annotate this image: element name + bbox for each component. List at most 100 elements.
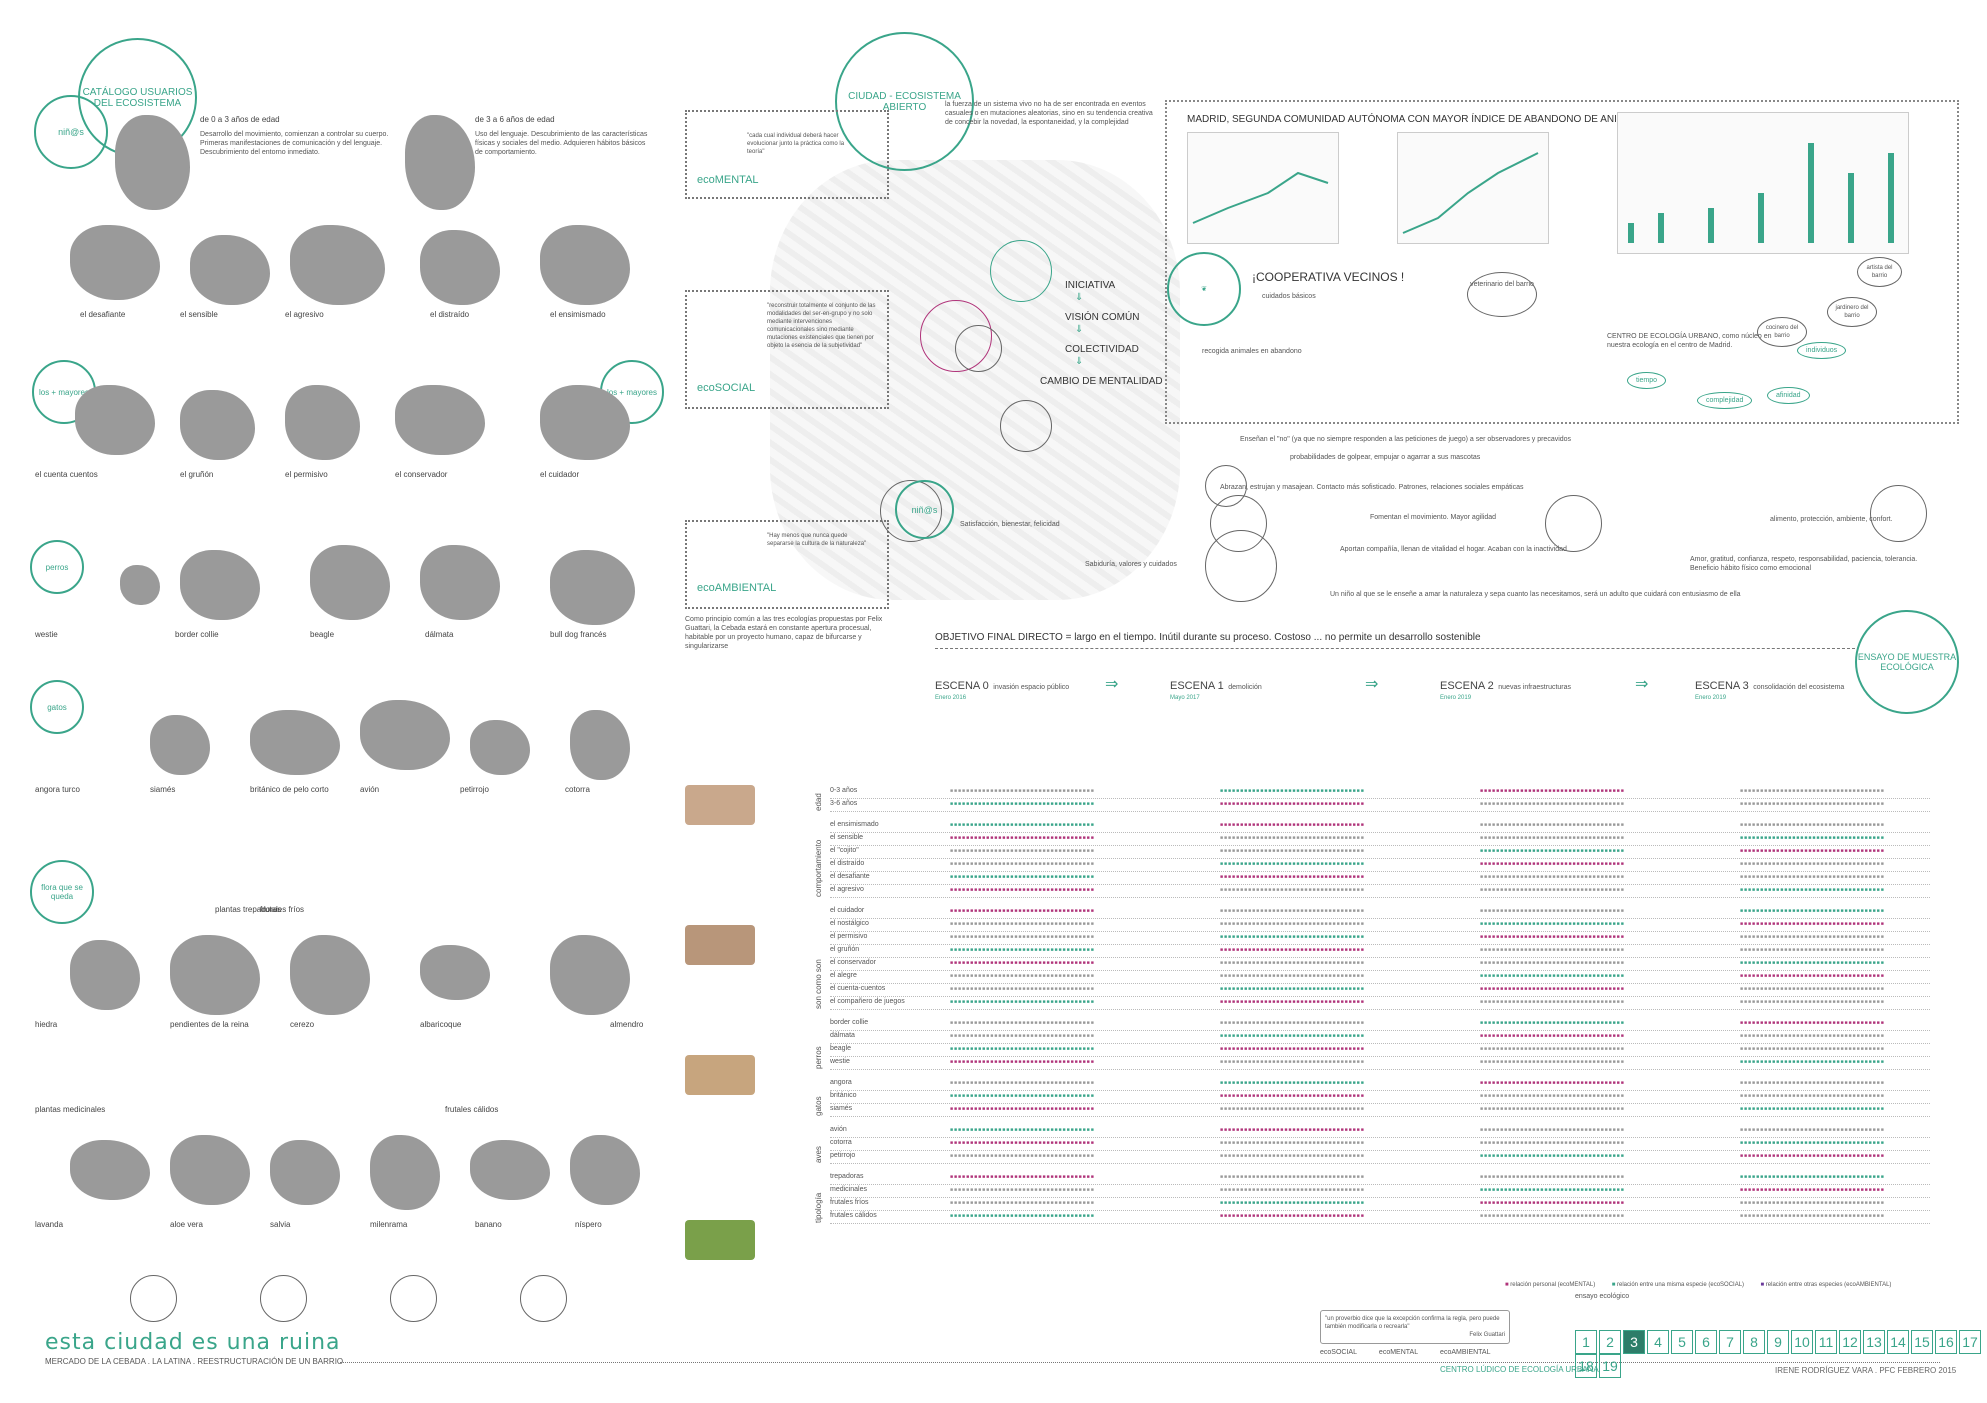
- matrix-row-label: angora: [830, 1079, 852, 1086]
- proverb-box: "un proverbio dice que la excepción conf…: [1320, 1310, 1510, 1344]
- matrix-cell-dots: ■■■■■■■■■■■■■■■■■■■■■■■■■■■■■■■■■■■■: [1740, 1046, 1885, 1052]
- matrix-cell-dots: ■■■■■■■■■■■■■■■■■■■■■■■■■■■■■■■■■■■■: [1480, 934, 1625, 940]
- flow-arrow-2: ⇓: [1075, 324, 1084, 335]
- matrix-row: border collie ■■■■■■■■■■■■■■■■■■■■■■■■■■■…: [830, 1017, 1930, 1031]
- matrix-row-label: 3-6 años: [830, 800, 858, 807]
- age-3-6-text: Uso del lenguaje. Descubrimiento de las …: [475, 131, 648, 156]
- dog-label-3: beagle: [310, 630, 335, 639]
- scene-number-box[interactable]: 7: [1719, 1330, 1741, 1354]
- matrix-row-label: británico: [830, 1092, 857, 1099]
- matrix-row-label: trepadoras: [830, 1173, 864, 1180]
- scene-number-box[interactable]: 14: [1887, 1330, 1909, 1354]
- tag-individuos: individuos: [1797, 342, 1847, 359]
- matrix-group-label: aves: [814, 1146, 823, 1163]
- relation-circle-3: [1545, 495, 1602, 552]
- matrix-cell-dots: ■■■■■■■■■■■■■■■■■■■■■■■■■■■■■■■■■■■■: [1740, 908, 1885, 914]
- scene-number-box[interactable]: 11: [1815, 1330, 1837, 1354]
- elders-row: el cuenta cuentos el gruñón el permisivo…: [30, 385, 660, 525]
- scene-number-box[interactable]: 4: [1647, 1330, 1669, 1354]
- warm-label-2: níspero: [575, 1220, 602, 1229]
- gardener-bubble: jardinero del barrio: [1827, 297, 1877, 327]
- cat-label-3: británico de pelo corto: [250, 785, 329, 794]
- ecologies-text: Como principio común a las tres ecología…: [685, 616, 883, 650]
- coop-item-2: recogida animales en abandono: [1202, 348, 1302, 355]
- scene-number-box[interactable]: 13: [1863, 1330, 1885, 1354]
- poster-title: esta ciudad es una ruina: [45, 1330, 341, 1355]
- legend: ■ relación personal (ecoMENTAL) ■ relaci…: [1505, 1273, 1945, 1291]
- legend-ambiental: ■ relación entre otras especies (ecoAMBI…: [1761, 1282, 1892, 1288]
- kid-label-2: el sensible: [180, 310, 218, 319]
- dog-photo-1: [120, 565, 160, 605]
- eco-tab-social[interactable]: ecoSOCIAL: [1320, 1349, 1357, 1356]
- scene-number-box[interactable]: 10: [1791, 1330, 1813, 1354]
- scene-number-box[interactable]: 3: [1623, 1330, 1645, 1354]
- matrix-cell-dots: ■■■■■■■■■■■■■■■■■■■■■■■■■■■■■■■■■■■■: [1220, 822, 1365, 828]
- scene-number-box[interactable]: 2: [1599, 1330, 1621, 1354]
- radar-row: [130, 1275, 650, 1325]
- relations-section: Enseñan el "no" (ya que no siempre respo…: [1000, 435, 1950, 610]
- matrix-row-label: avión: [830, 1126, 847, 1133]
- matrix-cell-dots: ■■■■■■■■■■■■■■■■■■■■■■■■■■■■■■■■■■■■: [950, 1020, 1095, 1026]
- scene-number-box[interactable]: 17: [1959, 1330, 1981, 1354]
- matrix-cell-dots: ■■■■■■■■■■■■■■■■■■■■■■■■■■■■■■■■■■■■: [1220, 1020, 1365, 1026]
- matrix-cell-dots: ■■■■■■■■■■■■■■■■■■■■■■■■■■■■■■■■■■■■: [1740, 1187, 1885, 1193]
- dog-label-4: dálmata: [425, 630, 454, 639]
- scene-number-box[interactable]: 18: [1575, 1354, 1597, 1378]
- matrix-row-label: frutales cálidos: [830, 1212, 877, 1219]
- elder-photo-5: [540, 385, 630, 460]
- wisdom-text: Sabiduría, valores y cuidados: [1085, 561, 1177, 568]
- map-circle-2: [955, 325, 1002, 372]
- scene-number-box[interactable]: 16: [1935, 1330, 1957, 1354]
- objective-text: OBJETIVO FINAL DIRECTO = largo en el tie…: [935, 632, 1481, 643]
- matrix-row-label: el sensible: [830, 834, 864, 841]
- scene-3-title: ESCENA 3: [1695, 680, 1749, 692]
- ecomental-label: ecoMENTAL: [697, 174, 759, 186]
- matrix-row-label: el distraído: [830, 860, 865, 867]
- plant-label-3: cerezo: [290, 1020, 315, 1029]
- matrix-cell-dots: ■■■■■■■■■■■■■■■■■■■■■■■■■■■■■■■■■■■■: [1220, 973, 1365, 979]
- matrix-cell-dots: ■■■■■■■■■■■■■■■■■■■■■■■■■■■■■■■■■■■■: [1220, 1140, 1365, 1146]
- flora-stamp: flora que se queda: [30, 860, 94, 924]
- scene-number-box[interactable]: 6: [1695, 1330, 1717, 1354]
- dog-photo-3: [310, 545, 390, 620]
- matrix-cell-dots: ■■■■■■■■■■■■■■■■■■■■■■■■■■■■■■■■■■■■: [1480, 1187, 1625, 1193]
- scene-number-box[interactable]: 1: [1575, 1330, 1597, 1354]
- flow-step-1: INICIATIVA: [1065, 280, 1116, 291]
- scene-number-box[interactable]: 19: [1599, 1354, 1621, 1378]
- plants-climbers-title: plantas trepadoras: [215, 905, 282, 914]
- matrix-row: el "cojito" ■■■■■■■■■■■■■■■■■■■■■■■■■■■■■…: [830, 845, 1930, 859]
- eco-tab-mental[interactable]: ecoMENTAL: [1378, 1349, 1419, 1356]
- matrix-cell-dots: ■■■■■■■■■■■■■■■■■■■■■■■■■■■■■■■■■■■■: [1220, 1187, 1365, 1193]
- kid-label-4: el distraído: [430, 310, 470, 319]
- med-label-1: lavanda: [35, 1220, 64, 1229]
- matrix-cell-dots: ■■■■■■■■■■■■■■■■■■■■■■■■■■■■■■■■■■■■: [1480, 1213, 1625, 1219]
- matrix-cell-dots: ■■■■■■■■■■■■■■■■■■■■■■■■■■■■■■■■■■■■: [1220, 934, 1365, 940]
- scene-number-box[interactable]: 9: [1767, 1330, 1789, 1354]
- matrix-cell-dots: ■■■■■■■■■■■■■■■■■■■■■■■■■■■■■■■■■■■■: [1220, 986, 1365, 992]
- scene-3-sub: consolidación del ecosistema: [1753, 684, 1845, 691]
- matrix-row-label: el nostálgico: [830, 920, 869, 927]
- matrix-cell-dots: ■■■■■■■■■■■■■■■■■■■■■■■■■■■■■■■■■■■■: [1220, 960, 1365, 966]
- kid-label-3: el agresivo: [285, 310, 324, 319]
- matrix-row-label: el permisivo: [830, 933, 868, 940]
- center-footer: CENTRO LÚDICO DE ECOLOGÍA URBANA: [1440, 1365, 1599, 1374]
- eco-tabs: ecoSOCIAL ecoMENTAL ecoAMBIENTAL: [1320, 1348, 1491, 1357]
- scene-number-box[interactable]: 15: [1911, 1330, 1933, 1354]
- scene-number-box[interactable]: 5: [1671, 1330, 1693, 1354]
- matrix-cell-dots: ■■■■■■■■■■■■■■■■■■■■■■■■■■■■■■■■■■■■: [1480, 874, 1625, 880]
- top-quote: la fuerza de un sistema vivo no ha de se…: [945, 101, 1153, 126]
- scene-1-title: ESCENA 1: [1170, 680, 1224, 692]
- matrix-cell-dots: ■■■■■■■■■■■■■■■■■■■■■■■■■■■■■■■■■■■■: [1480, 835, 1625, 841]
- med-photo-1: [70, 1140, 150, 1200]
- bird-label-2: petirrojo: [460, 785, 489, 794]
- legend-social-text: relación entre una misma especie (ecoSOC…: [1616, 1282, 1745, 1288]
- matrix-cell-dots: ■■■■■■■■■■■■■■■■■■■■■■■■■■■■■■■■■■■■: [1740, 848, 1885, 854]
- scene-number-box[interactable]: 12: [1839, 1330, 1861, 1354]
- tag-afinidad: afinidad: [1767, 387, 1810, 404]
- poster-subtitle: MERCADO DE LA CEBADA . LA LATINA . REEST…: [45, 1357, 344, 1366]
- scene-number-box[interactable]: 8: [1743, 1330, 1765, 1354]
- eco-tab-ambiental[interactable]: ecoAMBIENTAL: [1440, 1349, 1491, 1356]
- plant-photo-2: [170, 935, 260, 1015]
- elder-label-5: el cuidador: [540, 470, 580, 479]
- ninos-stamp: niñ@s: [34, 95, 108, 169]
